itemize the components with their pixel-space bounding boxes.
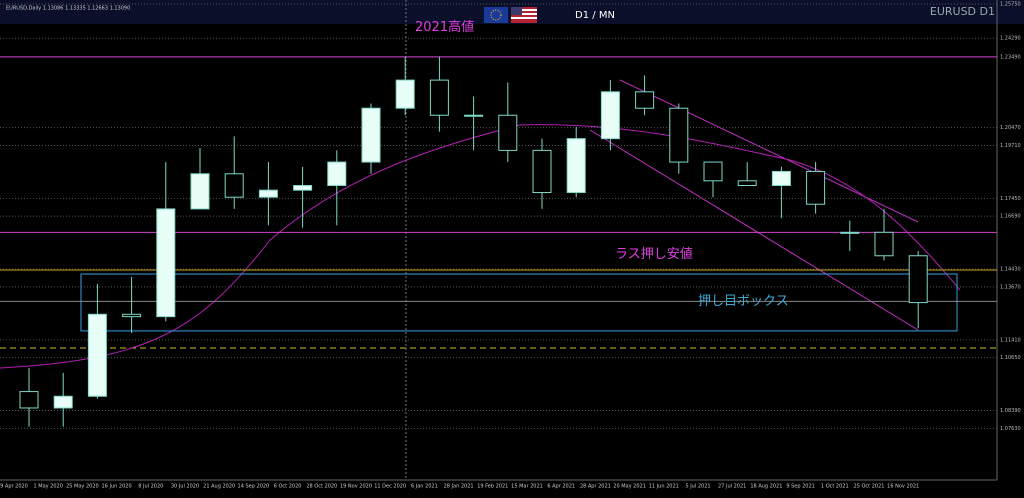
- x-tick-label: 16 Jun 2020: [102, 484, 132, 490]
- candle-body: [669, 107, 689, 163]
- candle-body: [600, 91, 620, 140]
- y-tick-label: 1.23490: [1000, 54, 1021, 60]
- y-tick-label: 1.25750: [1000, 2, 1021, 8]
- candle-body: [703, 161, 723, 182]
- y-tick-label: 1.10650: [1000, 355, 1021, 361]
- x-tick-label: 14 Sep 2020: [238, 484, 270, 490]
- y-tick-label: 1.11410: [1000, 337, 1021, 343]
- candle-body: [224, 173, 244, 198]
- x-tick-label: 30 Jul 2020: [171, 484, 199, 490]
- x-tick-label: 15 Mar 2021: [511, 484, 543, 490]
- x-tick-label: 6 Jan 2021: [411, 484, 438, 490]
- x-tick-label: 8 Jul 2020: [138, 484, 163, 490]
- channel-line: [619, 79, 919, 223]
- candle-body: [156, 208, 176, 318]
- y-tick-label: 1.07630: [1000, 426, 1021, 432]
- y-tick-label: 1.17450: [1000, 196, 1021, 202]
- us-stripe: [511, 17, 537, 19]
- candle-body: [737, 180, 757, 186]
- candle-body: [19, 391, 39, 409]
- x-tick-label: 27 Jul 2021: [718, 484, 746, 490]
- candle-body: [566, 138, 586, 194]
- annotation: 押し目ボックス: [698, 294, 789, 309]
- x-tick-label: 25 May 2020: [66, 484, 99, 490]
- x-tick-label: 19 Feb 2021: [477, 484, 508, 490]
- y-tick-label: 1.14430: [1000, 267, 1021, 273]
- candle-body: [327, 161, 347, 186]
- candle-body: [361, 107, 381, 163]
- push-box: [80, 273, 958, 332]
- x-tick-label: 11 Jun 2021: [649, 484, 679, 490]
- candle-body: [771, 170, 791, 186]
- annotation: ラス押し安値: [615, 246, 693, 262]
- candle-body: [293, 184, 313, 191]
- y-tick-label: 1.19710: [1000, 143, 1021, 149]
- x-tick-label: 9 Apr 2020: [0, 484, 28, 490]
- x-tick-label: 9 Sep 2021: [786, 484, 815, 490]
- candle-body: [429, 79, 449, 116]
- candle-body: [53, 395, 73, 409]
- header-info: EURUSD,Daily 1.13086 1.13335 1.12663 1.1…: [6, 6, 130, 12]
- x-tick-label: 28 Jan 2021: [444, 484, 474, 490]
- candle-body: [258, 189, 278, 198]
- eu-flag: [484, 7, 508, 23]
- candle-body: [908, 255, 928, 304]
- candle-body: [840, 231, 860, 234]
- eu-stars: [490, 9, 502, 21]
- candle-body: [498, 114, 518, 151]
- y-tick-label: 1.24290: [1000, 36, 1021, 42]
- candle-body: [395, 79, 415, 109]
- y-tick-label: 1.13670: [1000, 284, 1021, 290]
- x-tick-label: 25 Oct 2021: [854, 484, 885, 490]
- x-tick-label: 1 Oct 2021: [821, 484, 849, 490]
- annotation: 2021高値: [415, 19, 474, 35]
- channel-line: [589, 129, 919, 331]
- x-tick-label: 20 May 2021: [613, 484, 646, 490]
- symbol-label: EURUSD D1: [930, 5, 995, 18]
- candle-body: [464, 114, 484, 117]
- candle-body: [874, 231, 894, 257]
- x-tick-label: 1 May 2020: [33, 484, 62, 490]
- timeframe-title: D1 / MN: [575, 10, 615, 21]
- candle-body: [190, 173, 210, 210]
- us-stripe: [511, 13, 537, 15]
- candle-body: [635, 91, 655, 109]
- x-tick-label: 5 Jul 2021: [685, 484, 710, 490]
- candle-body: [532, 149, 552, 194]
- x-tick-label: 19 Nov 2020: [340, 484, 372, 490]
- x-tick-label: 11 Dec 2020: [374, 484, 406, 490]
- candle-body: [122, 313, 142, 318]
- x-tick-label: 16 Nov 2021: [887, 484, 919, 490]
- x-tick-label: 21 Aug 2020: [203, 484, 235, 490]
- candle-body: [806, 170, 826, 205]
- x-tick-label: 6 Apr 2021: [547, 484, 575, 490]
- x-tick-label: 18 Aug 2021: [750, 484, 782, 490]
- y-tick-label: 1.16690: [1000, 214, 1021, 220]
- y-tick-label: 1.20470: [1000, 125, 1021, 131]
- x-tick-label: 28 Oct 2020: [306, 484, 337, 490]
- y-tick-label: 1.08390: [1000, 408, 1021, 414]
- plot: 1.25750 1.24290 1.23490 1.20470 1.19710 1.174…: [0, 2, 1021, 490]
- us-canton: [511, 7, 522, 15]
- x-tick-label: 28 Apr 2021: [580, 484, 611, 490]
- us-stripe: [511, 9, 537, 11]
- candle-body: [87, 313, 107, 397]
- x-tick-label: 6 Oct 2020: [274, 484, 302, 490]
